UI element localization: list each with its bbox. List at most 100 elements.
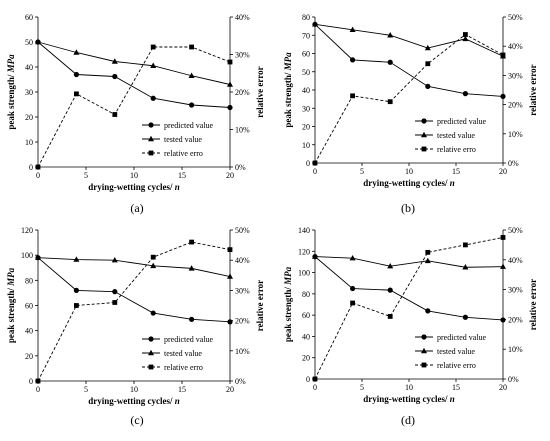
- y2-axis-label: relative error: [255, 66, 265, 117]
- data-point-square: [150, 254, 156, 260]
- data-point-triangle: [424, 44, 431, 51]
- x-tick-label: 15: [178, 385, 186, 394]
- data-point-square: [35, 164, 41, 170]
- data-point-square: [150, 44, 156, 50]
- y2-tick-label: 10%: [235, 347, 250, 356]
- panel-caption: (d): [401, 413, 415, 427]
- data-point-circle: [112, 73, 118, 80]
- data-point-square: [387, 99, 393, 105]
- y2-tick-label: 20%: [508, 101, 523, 110]
- y-tick-label: 60: [302, 311, 310, 320]
- y-tick-label: 120: [21, 226, 33, 235]
- data-point-square: [312, 160, 318, 166]
- data-point-circle: [462, 314, 468, 320]
- y-tick-label: 30: [302, 104, 310, 113]
- x-tick-label: 15: [452, 167, 460, 176]
- data-point-circle: [500, 317, 506, 323]
- x-axis-label: drying-wetting cycles/ n: [363, 178, 455, 188]
- y-tick-label: 40: [302, 86, 310, 95]
- x-tick-label: 20: [499, 383, 507, 392]
- data-point-square: [112, 300, 118, 305]
- y2-tick-label: 30%: [235, 51, 250, 60]
- data-point-square: [350, 93, 355, 99]
- series-line-triangle: [37, 41, 231, 85]
- legend-marker-circle: [148, 122, 154, 128]
- x-tick-label: 0: [36, 171, 40, 180]
- legend-label: relative erro: [437, 145, 476, 154]
- y-tick-label: 30: [25, 88, 33, 97]
- data-point-triangle: [500, 263, 506, 269]
- data-point-circle: [189, 316, 195, 322]
- data-point-circle: [462, 91, 468, 97]
- x-tick-label: 0: [313, 383, 317, 392]
- data-point-circle: [150, 310, 156, 316]
- x-tick-label: 0: [313, 167, 317, 176]
- legend-label: tested value: [437, 347, 475, 356]
- y-tick-label: 100: [298, 269, 310, 278]
- x-tick-label: 15: [178, 171, 186, 180]
- legend-marker-triangle: [148, 349, 154, 356]
- y2-tick-label: 10%: [235, 126, 250, 135]
- y2-tick-label: 40%: [235, 13, 250, 22]
- y-axis-label: peak strength/ MPa: [283, 52, 293, 128]
- series-line-triangle: [37, 257, 231, 277]
- data-point-triangle: [35, 38, 41, 45]
- data-point-square: [74, 91, 79, 97]
- legend-label: tested value: [164, 135, 202, 144]
- data-point-circle: [112, 289, 118, 295]
- y-tick-label: 20: [302, 354, 310, 363]
- y-tick-label: 0: [29, 377, 33, 386]
- x-axis-label: drying-wetting cycles/ n: [88, 396, 180, 406]
- y2-tick-label: 20%: [235, 317, 250, 326]
- data-point-triangle: [73, 49, 80, 55]
- series-line-square: [314, 237, 504, 380]
- legend-marker-square: [148, 150, 154, 156]
- data-point-square: [463, 242, 468, 248]
- legend-label: tested value: [164, 349, 202, 358]
- x-tick-label: 10: [405, 167, 413, 176]
- legend-marker-square: [421, 362, 427, 368]
- data-point-triangle: [349, 26, 356, 32]
- data-point-circle: [387, 287, 393, 293]
- y-tick-label: 10: [302, 141, 310, 150]
- y2-tick-label: 50%: [508, 13, 523, 22]
- series-line-square: [37, 46, 231, 168]
- y-tick-label: 60: [25, 302, 33, 311]
- panel-c: 0 20 40 60 80 100 120 0% 10% 20% 30% 40% 50% 0 5 10 15 20…: [6, 226, 265, 427]
- data-point-square: [500, 52, 506, 58]
- x-tick-label: 10: [130, 171, 138, 180]
- y2-tick-label: 20%: [508, 315, 523, 324]
- legend-marker-triangle: [421, 347, 427, 354]
- series-line-circle: [37, 41, 231, 108]
- data-point-triangle: [35, 254, 41, 260]
- y-tick-label: 40: [25, 63, 33, 72]
- data-point-circle: [500, 93, 506, 99]
- data-point-circle: [150, 95, 156, 101]
- x-tick-label: 5: [84, 171, 88, 180]
- y-axis-label: peak strength/ MPa: [6, 267, 16, 343]
- data-point-circle: [425, 308, 431, 314]
- legend-marker-circle: [148, 336, 154, 342]
- y2-tick-label: 40%: [508, 256, 523, 265]
- series-line-circle: [314, 256, 504, 321]
- legend-marker-circle: [421, 118, 427, 124]
- x-tick-label: 5: [360, 383, 364, 392]
- panel-a: 0 10 20 30 40 50 60 0% 10% 20% 30% 40% 0 5 10 15 20 dryin…: [6, 13, 265, 215]
- y-tick-label: 140: [298, 226, 310, 235]
- x-tick-label: 10: [130, 385, 138, 394]
- y-tick-label: 40: [25, 327, 33, 336]
- y2-axis-label: relative error: [528, 279, 538, 330]
- panel-d: 0 20 40 60 80 100 120 140 0% 10% 20% 30% 40% 50% 0 5 10 1…: [283, 226, 538, 427]
- x-tick-label: 0: [36, 385, 40, 394]
- legend-label: tested value: [437, 131, 475, 140]
- panel-caption: (a): [130, 201, 143, 215]
- data-point-square: [112, 112, 118, 117]
- legend-label: relative erro: [164, 363, 203, 372]
- data-point-triangle: [227, 81, 233, 87]
- y-tick-label: 0: [29, 163, 33, 172]
- y2-tick-label: 10%: [508, 130, 523, 139]
- legend-label: relative erro: [437, 361, 476, 370]
- y-tick-label: 0: [306, 159, 310, 168]
- x-tick-label: 20: [499, 167, 507, 176]
